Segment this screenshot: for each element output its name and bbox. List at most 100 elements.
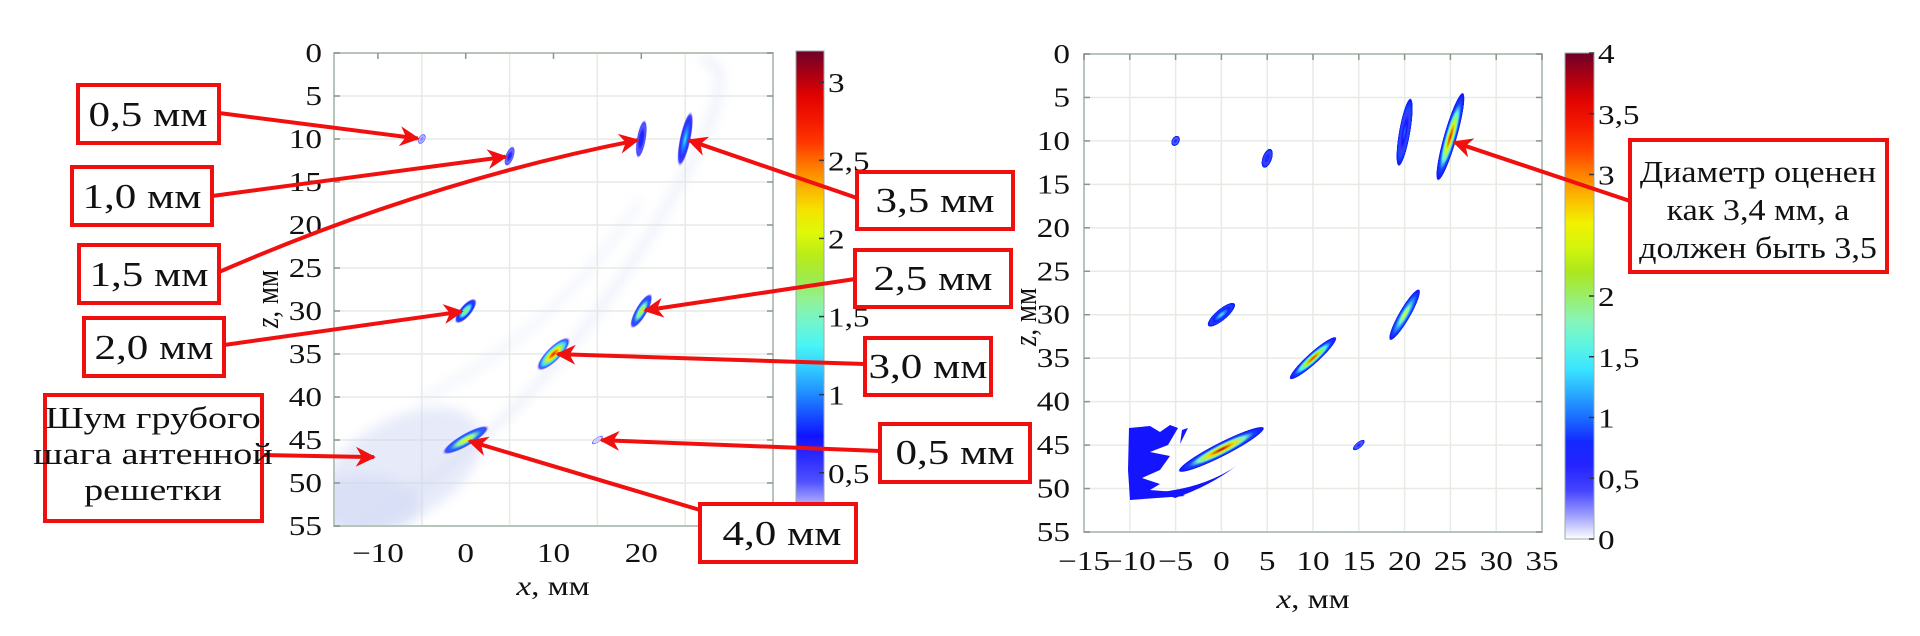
- colorbar-tick-label: 2: [828, 224, 845, 254]
- annotation-label: 2,5 мм: [873, 260, 992, 298]
- reflector-blob: [677, 111, 694, 167]
- left-colorbar-ticks: 0,511,522,53: [819, 68, 869, 489]
- x-tick-label: 20: [1388, 546, 1421, 576]
- colorbar-tick-label: 3: [1598, 160, 1615, 190]
- z-tick-label: 25: [1037, 256, 1070, 286]
- annotation-array-noise: Шум грубого шага антенной решетки: [33, 393, 273, 523]
- annotation-arrow: [218, 133, 640, 274]
- z-tick-label: 5: [1053, 82, 1070, 112]
- annotation-label: 3,5 мм: [875, 182, 994, 220]
- reflector-blob: [1261, 148, 1273, 168]
- annotation-arrow: [643, 277, 856, 318]
- x-tick-label: 0: [457, 538, 474, 568]
- x-tick-label: −10: [1104, 546, 1156, 576]
- annotation-1-5mm: 1,5 мм: [77, 243, 221, 305]
- reflector-blob: [1178, 426, 1265, 473]
- annotation-arrow: [1452, 138, 1631, 203]
- annotation-line: решетки: [84, 472, 222, 507]
- reflector-blob: [1352, 439, 1365, 451]
- z-tick-label: 50: [289, 468, 322, 498]
- colorbar-tick-label: 1: [1598, 403, 1615, 433]
- colorbar-tick-label: 2: [1598, 282, 1615, 312]
- x-tick-label: 0: [1213, 546, 1230, 576]
- annotation-arrow: [223, 304, 464, 347]
- annotation-label: 0,5 мм: [88, 96, 207, 134]
- colorbar-tick-label: 0,5: [828, 459, 869, 489]
- z-tick-label: 45: [1037, 430, 1070, 460]
- reflector-blob: [1389, 289, 1421, 341]
- colorbar-tick-label: 3: [828, 68, 845, 98]
- x-tick-label: −10: [352, 538, 404, 568]
- z-tick-label: 35: [289, 339, 322, 369]
- reflector-blob: [1436, 92, 1465, 181]
- left-z-axis-label: z, мм: [248, 270, 285, 329]
- annotation-2-0mm: 2,0 мм: [82, 316, 226, 378]
- annotation-0-5mm-right: 0,5 мм: [878, 422, 1032, 484]
- z-tick-label: 0: [305, 38, 322, 68]
- annotation-2-5mm: 2,5 мм: [853, 248, 1013, 309]
- colorbar-tick-label: 3,5: [1598, 100, 1639, 130]
- annotation-1-0mm: 1,0 мм: [70, 165, 214, 227]
- z-tick-label: 45: [289, 425, 322, 455]
- z-tick-label: 40: [1037, 387, 1070, 417]
- annotation-3-5mm: 3,5 мм: [855, 170, 1015, 231]
- z-tick-label: 0: [1053, 39, 1070, 69]
- annotation-line: Шум грубого: [45, 400, 261, 435]
- annotation-label: 3,0 мм: [868, 348, 987, 386]
- z-tick-label: 55: [289, 511, 322, 541]
- z-tick-label: 15: [1037, 169, 1070, 199]
- x-tick-label: 5: [1259, 546, 1276, 576]
- x-tick-label: 20: [625, 538, 658, 568]
- x-tick-label: 25: [1434, 546, 1467, 576]
- left-noise-haze: [334, 57, 723, 526]
- reflector-blob: [441, 425, 490, 455]
- x-tick-label: 10: [537, 538, 570, 568]
- annotation-arrow: [211, 149, 508, 198]
- annotation-arrows: [211, 111, 1631, 512]
- reflector-blob: [1171, 135, 1180, 147]
- colorbar-tick-label: 4: [1598, 39, 1615, 69]
- x-tick-label: −15: [1058, 546, 1110, 576]
- right-noise-block: [1128, 425, 1236, 500]
- z-tick-label: 10: [1037, 126, 1070, 156]
- x-tick-label: 30: [1480, 546, 1513, 576]
- annotation-arrow: [218, 111, 420, 147]
- right-colorbar-ticks: 0 0,5 1 1,5 2 3 3,5 4: [1589, 39, 1639, 555]
- x-tick-label: 35: [1525, 546, 1558, 576]
- z-tick-label: 40: [289, 382, 322, 412]
- colorbar-tick-label: 0,5: [1598, 464, 1639, 494]
- z-tick-label: 25: [289, 253, 322, 283]
- annotation-4-0mm: 4,0 мм: [698, 502, 858, 564]
- annotation-diameter-estimate: Диаметр оценен как 3,4 мм, а должен быть…: [1628, 138, 1889, 274]
- annotation-label: 4,0 мм: [722, 515, 841, 553]
- z-tick-label: 5: [305, 81, 322, 111]
- colorbar-tick-label: 1,5: [1598, 343, 1639, 373]
- x-tick-label: 10: [1296, 546, 1329, 576]
- colorbar-tick-label: 1: [828, 381, 845, 411]
- z-tick-label: 10: [289, 124, 322, 154]
- annotation-0-5mm-left: 0,5 мм: [76, 83, 221, 145]
- annotation-arrow: [261, 446, 376, 467]
- annotation-label: 2,0 мм: [94, 329, 213, 367]
- reflector-blob: [1289, 336, 1337, 380]
- z-tick-label: 35: [1037, 343, 1070, 373]
- left-x-axis-label: x, мм: [515, 571, 589, 601]
- annotation-3-0mm: 3,0 мм: [863, 336, 993, 397]
- z-tick-label: 55: [1037, 517, 1070, 547]
- annotation-label: 0,5 мм: [895, 434, 1014, 472]
- annotation-line: должен быть 3,5: [1639, 231, 1877, 265]
- annotation-label: 1,5 мм: [89, 256, 208, 294]
- annotation-arrow: [467, 436, 701, 512]
- x-tick-label: −5: [1158, 546, 1193, 576]
- z-tick-label: 30: [289, 296, 322, 326]
- z-tick-label: 20: [1037, 213, 1070, 243]
- z-tick-label: 30: [1037, 300, 1070, 330]
- reflector-blob: [1207, 302, 1236, 327]
- annotation-arrow: [555, 344, 866, 366]
- reflector-blob: [1396, 98, 1413, 167]
